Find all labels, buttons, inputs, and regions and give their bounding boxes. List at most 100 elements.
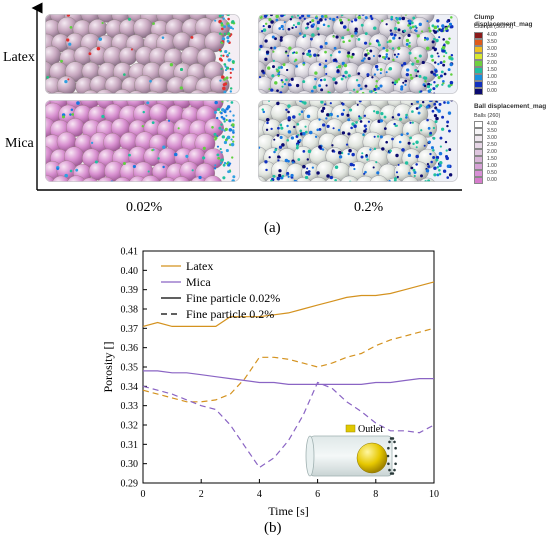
clump-colorbar-tick-label: 0.00 [487,88,497,94]
clump-colorbar-tick-label: 3.50 [487,39,497,45]
y-axis-ticks: 0.29 0.30 0.31 0.32 0.33 0.34 0.35 0.36 0.37 0.38… [121,247,147,490]
ball-colorbar-swatch [474,135,483,142]
inset-outlet-particle [388,440,391,444]
ball-colorbar-tick-label: 0.00 [487,177,497,183]
inset-outlet-particle [393,468,396,472]
ball-colorbar-swatch [474,177,483,184]
clump-colorbar-subtitle: Clumps (56979) [474,24,514,30]
series-line-mica-solid [143,370,434,385]
series-layer [142,281,435,469]
inset-outlet-particle [387,462,390,466]
clump-colorbar-swatch [474,81,483,88]
panel-b-tag: (b) [264,520,282,536]
clump-colorbar-title: Clump displacement_mag [474,14,533,28]
ball-colorbar-swatch [474,121,483,128]
ball-colorbar-swatch [474,128,483,135]
simulation-image-mica-0-02 [45,100,240,182]
y-tick-label: 0.31 [121,440,139,451]
ball-colorbar-tick-label: 2.00 [487,149,497,155]
legend-label: Mica [186,275,211,289]
legend: Latex Mica Fine particle 0.02% Fine particl… [161,259,280,321]
inset-outlet-particle [391,472,395,475]
ball-colorbar-tick-label: 3.00 [487,135,497,141]
x-tick-label: 2 [199,489,204,500]
inset-outlet-particle [394,454,398,458]
clump-colorbar-swatch [474,88,483,95]
clump-colorbar-swatch [474,53,483,60]
inset-outlet-particle [393,440,396,444]
clump-colorbar-swatch [474,67,483,74]
x-tick-label: 8 [373,489,378,500]
y-tick-label: 0.41 [121,247,139,258]
x-tick-label: 10 [429,489,439,500]
inset-outlet-marker [345,424,356,433]
inset-outlet-particle [389,472,393,475]
clump-colorbar-tick-label: 1.50 [487,67,497,73]
inset-outlet-particle [394,462,397,466]
panel-a: Latex Mica 0.02% 0.2% (a) Clump displace… [0,0,550,240]
porosity-chart: 0.29 0.30 0.31 0.32 0.33 0.34 0.35 0.36 0.37 0.38… [101,247,439,519]
clump-colorbar-tick-label: 3.00 [487,46,497,52]
legend-label: Fine particle 0.2% [186,307,274,321]
ball-colorbar-tick-label: 2.50 [487,142,497,148]
simulation-image-latex-0-2 [258,14,458,94]
clump-colorbar-tick-label: 2.50 [487,53,497,59]
ball-colorbar-swatch [474,163,483,170]
x-tick-label: 4 [257,489,262,500]
clump-colorbar-swatch [474,60,483,67]
clump-colorbar-swatch [474,39,483,46]
row-label-latex: Latex [3,50,35,65]
ball-colorbar-swatch [474,170,483,177]
ball-colorbar-swatch [474,142,483,149]
x-tick-label: 6 [315,489,320,500]
clump-colorbar-tick-label: 0.50 [487,81,497,87]
series-line-latex-dashed [142,327,435,403]
ball-colorbar-subtitle: Balls (260) [474,113,501,119]
series-line-latex-solid [142,281,435,328]
y-tick-label: 0.29 [121,479,139,490]
x-tick-label: 0 [141,489,146,500]
ball-colorbar-swatch [474,149,483,156]
y-tick-label: 0.36 [121,343,139,354]
y-axis-title: Porosity [] [101,341,115,392]
inset-outlet-particle [394,446,397,450]
panel-a-tag: (a) [264,220,281,236]
column-label-0-02: 0.02% [126,200,163,215]
x-axis-title: Time [s] [268,504,309,518]
simulation-image-mica-0-2 [258,100,458,182]
y-tick-label: 0.40 [121,266,139,277]
inset-outlet-particle [388,468,391,472]
ball-colorbar-swatch [474,156,483,163]
y-tick-label: 0.33 [121,401,139,412]
inset-outlet-particle [389,437,393,440]
inset-outlet-particle [391,437,395,440]
y-tick-label: 0.39 [121,285,139,296]
y-tick-label: 0.35 [121,363,139,374]
clump-colorbar-swatch [474,46,483,53]
ball-colorbar-tick-label: 4.00 [487,121,497,127]
inset-outlet-particle [386,454,390,458]
ball-colorbar-tick-label: 3.50 [487,128,497,134]
y-tick-label: 0.38 [121,305,139,316]
ball-colorbar-tick-label: 1.50 [487,156,497,162]
legend-label: Fine particle 0.02% [186,291,280,305]
y-tick-label: 0.32 [121,421,139,432]
legend-label: Latex [186,259,213,273]
x-axis-ticks: 0 2 4 6 8 10 [141,479,439,500]
y-tick-label: 0.37 [121,324,139,335]
simulation-image-latex-0-02 [45,14,240,94]
panel-a-axes [31,2,462,191]
clump-colorbar-swatch [474,74,483,81]
inset-outlet-label: Outlet [358,424,383,435]
clump-colorbar-tick-label: 1.00 [487,74,497,80]
y-tick-label: 0.34 [121,382,139,393]
inset-outlet-particle [387,446,390,450]
inset-ball [356,442,388,474]
clump-colorbar-swatch [474,32,483,39]
row-label-mica: Mica [5,136,34,151]
ball-colorbar-title: Ball displacement_mag [474,103,547,110]
inset-tube-inlet [305,435,315,477]
clump-colorbar-tick-label: 2.00 [487,60,497,66]
y-tick-label: 0.30 [121,459,139,470]
clump-colorbar-tick-label: 4.00 [487,32,497,38]
